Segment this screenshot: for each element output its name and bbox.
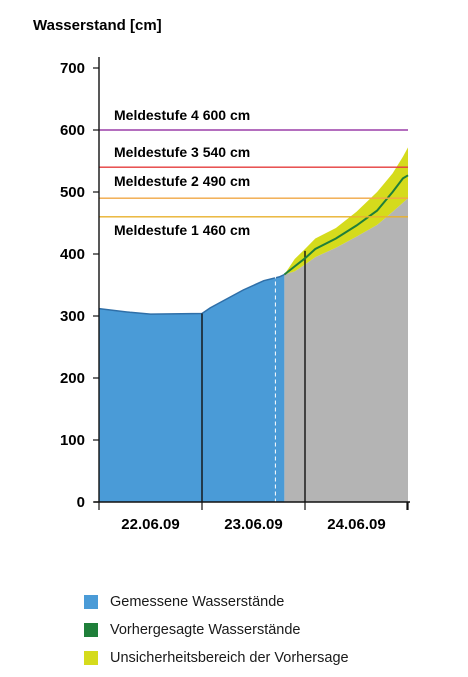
- y-tick-label-0: 0: [77, 494, 85, 511]
- uncertainty-band: [284, 147, 408, 275]
- threshold-label-4: Meldestufe 1 460 cm: [114, 222, 250, 238]
- measured-line: [98, 273, 285, 315]
- threshold-label-3: Meldestufe 2 490 cm: [114, 173, 250, 189]
- threshold-name-4: Meldestufe 1: [114, 222, 199, 238]
- legend-item-forecast: Vorhergesagte Wasserstände: [84, 616, 349, 644]
- legend-swatch-uncertainty: [84, 651, 98, 665]
- y-tick-label-500: 500: [60, 184, 85, 201]
- legend-label-forecast: Vorhergesagte Wasserstände: [110, 622, 301, 638]
- legend-item-uncertainty: Unsicherheitsbereich der Vorhersage: [84, 644, 349, 672]
- threshold-value-4: 460 cm: [199, 222, 250, 238]
- forecast-line: [283, 174, 409, 276]
- x-tick-label-3: 24.06.09: [327, 516, 385, 533]
- threshold-value-3: 490 cm: [199, 173, 250, 189]
- forecast-area: [284, 198, 408, 502]
- measured-area: [99, 274, 285, 502]
- legend-swatch-measured: [84, 595, 98, 609]
- threshold-label-2: Meldestufe 3 540 cm: [114, 144, 250, 160]
- y-tick-label-200: 200: [60, 370, 85, 387]
- legend-label-uncertainty: Unsicherheitsbereich der Vorhersage: [110, 650, 349, 666]
- y-tick-label-700: 700: [60, 60, 85, 77]
- x-tick-label-1: 22.06.09: [121, 516, 179, 533]
- legend-item-measured: Gemessene Wasserstände: [84, 588, 349, 616]
- y-tick-label-300: 300: [60, 308, 85, 325]
- legend-swatch-forecast: [84, 623, 98, 637]
- legend: Gemessene Wasserstände Vorhergesagte Was…: [84, 588, 349, 672]
- threshold-name-3: Meldestufe 2: [114, 173, 199, 189]
- y-tick-label-100: 100: [60, 432, 85, 449]
- threshold-label-1: Meldestufe 4 600 cm: [114, 107, 250, 123]
- threshold-name-1: Meldestufe 4: [114, 107, 199, 123]
- threshold-name-2: Meldestufe 3: [114, 144, 199, 160]
- threshold-value-1: 600 cm: [199, 107, 250, 123]
- threshold-value-2: 540 cm: [199, 144, 250, 160]
- x-tick-label-2: 23.06.09: [224, 516, 282, 533]
- y-tick-label-600: 600: [60, 122, 85, 139]
- y-tick-label-400: 400: [60, 246, 85, 263]
- y-axis-title: Wasserstand [cm]: [33, 17, 162, 34]
- water-level-chart: Wasserstand [cm] Meldestufe 4 600 cmMeld…: [33, 17, 410, 533]
- legend-label-measured: Gemessene Wasserstände: [110, 594, 285, 610]
